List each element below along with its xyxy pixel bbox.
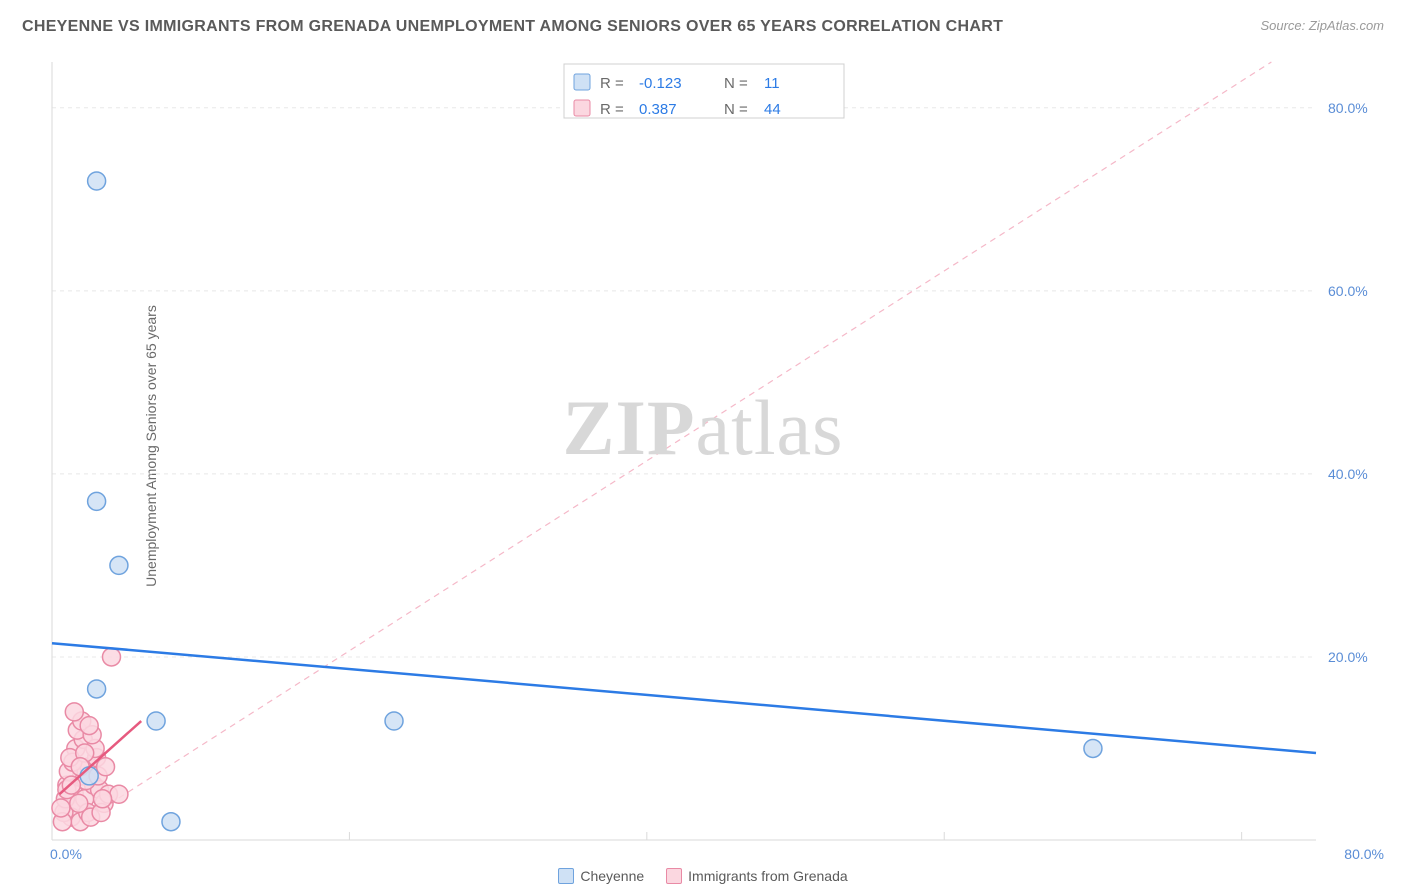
scatter-chart: 20.0% 40.0% 60.0% 80.0% R = -0.123 N = 11 R = 0.3… (50, 60, 1386, 842)
x-origin-tick: 0.0% (50, 846, 82, 862)
legend-entry-grenada: Immigrants from Grenada (666, 868, 848, 884)
svg-text:R =: R = (600, 101, 624, 118)
svg-text:40.0%: 40.0% (1328, 466, 1368, 482)
bottom-legend: Cheyenne Immigrants from Grenada (0, 868, 1406, 884)
svg-text:N =: N = (724, 101, 748, 118)
svg-text:0.387: 0.387 (639, 101, 677, 118)
svg-text:20.0%: 20.0% (1328, 649, 1368, 665)
legend-entry-cheyenne: Cheyenne (558, 868, 644, 884)
svg-text:R =: R = (600, 75, 624, 92)
x-max-tick: 80.0% (1344, 846, 1384, 862)
svg-text:44: 44 (764, 101, 781, 118)
chart-title: CHEYENNE VS IMMIGRANTS FROM GRENADA UNEM… (22, 18, 1003, 36)
plot-area: 20.0% 40.0% 60.0% 80.0% R = -0.123 N = 11 R = 0.3… (50, 60, 1386, 842)
legend-swatch-icon (666, 868, 682, 884)
legend-label: Cheyenne (580, 868, 644, 884)
svg-text:N =: N = (724, 75, 748, 92)
legend-label: Immigrants from Grenada (688, 868, 848, 884)
svg-text:80.0%: 80.0% (1328, 100, 1368, 116)
legend-swatch-icon (558, 868, 574, 884)
source-label: Source: ZipAtlas.com (1260, 18, 1384, 33)
svg-text:11: 11 (764, 75, 780, 92)
svg-text:60.0%: 60.0% (1328, 283, 1368, 299)
chart-header: CHEYENNE VS IMMIGRANTS FROM GRENADA UNEM… (0, 0, 1406, 36)
svg-text:-0.123: -0.123 (639, 75, 682, 92)
